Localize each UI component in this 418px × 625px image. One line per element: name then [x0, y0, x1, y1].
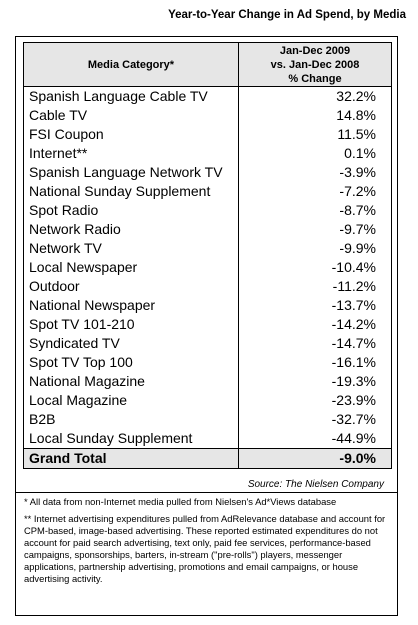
grand-total-value: -9.0%: [238, 448, 392, 469]
table-row: Spot Radio -8.7%: [23, 201, 392, 220]
row-media-category: Network TV: [23, 239, 239, 258]
table-row: Spanish Language Cable TV 32.2%: [23, 86, 392, 106]
row-percent-change: -32.7%: [238, 410, 392, 429]
table-row: National Magazine -19.3%: [23, 372, 392, 391]
table-row: FSI Coupon 11.5%: [23, 125, 392, 144]
row-percent-change: -13.7%: [238, 296, 392, 315]
row-percent-change: -8.7%: [238, 201, 392, 220]
table-row: Cable TV 14.8%: [23, 106, 392, 125]
row-percent-change: -9.7%: [238, 220, 392, 239]
footnotes: * All data from non-Internet media pulle…: [16, 492, 397, 590]
row-media-category: Local Newspaper: [23, 258, 239, 277]
table-row: National Newspaper -13.7%: [23, 296, 392, 315]
row-percent-change: -10.4%: [238, 258, 392, 277]
grand-total-row: Grand Total -9.0%: [23, 448, 392, 469]
grand-total-label: Grand Total: [23, 448, 239, 469]
row-media-category: FSI Coupon: [23, 125, 239, 144]
row-media-category: Spot Radio: [23, 201, 239, 220]
ad-spend-table: Media Category* Jan-Dec 2009 vs. Jan-Dec…: [23, 42, 392, 469]
row-percent-change: -9.9%: [238, 239, 392, 258]
row-percent-change: -14.2%: [238, 315, 392, 334]
row-media-category: Local Sunday Supplement: [23, 429, 239, 449]
chart-title: Year-to-Year Change in Ad Spend, by Medi…: [168, 9, 406, 21]
row-media-category: Spanish Language Network TV: [23, 163, 239, 182]
table-row: Spanish Language Network TV -3.9%: [23, 163, 392, 182]
table-row: B2B -32.7%: [23, 410, 392, 429]
table-row: Spot TV Top 100 -16.1%: [23, 353, 392, 372]
table-frame: Media Category* Jan-Dec 2009 vs. Jan-Dec…: [15, 36, 398, 616]
row-media-category: Local Magazine: [23, 391, 239, 410]
row-percent-change: 14.8%: [238, 106, 392, 125]
row-percent-change: -14.7%: [238, 334, 392, 353]
header-change-line3: % Change: [288, 72, 342, 85]
row-media-category: B2B: [23, 410, 239, 429]
footnote-2: ** Internet advertising expenditures pul…: [24, 513, 386, 584]
row-percent-change: -19.3%: [238, 372, 392, 391]
row-percent-change: -44.9%: [238, 429, 392, 449]
row-media-category: Spot TV Top 100: [23, 353, 239, 372]
table-row: Spot TV 101-210 -14.2%: [23, 315, 392, 334]
header-percent-change: Jan-Dec 2009 vs. Jan-Dec 2008 % Change: [238, 42, 392, 87]
row-percent-change: 0.1%: [238, 144, 392, 163]
row-media-category: Spanish Language Cable TV: [23, 86, 239, 106]
footnote-1: * All data from non-Internet media pulle…: [24, 496, 337, 507]
table-body: Spanish Language Cable TV 32.2% Cable TV 14…: [23, 86, 392, 449]
row-percent-change: 11.5%: [238, 125, 392, 144]
row-media-category: National Sunday Supplement: [23, 182, 239, 201]
table-row: Syndicated TV -14.7%: [23, 334, 392, 353]
row-percent-change: 32.2%: [238, 86, 392, 106]
row-media-category: Outdoor: [23, 277, 239, 296]
table-row: Local Magazine -23.9%: [23, 391, 392, 410]
source-note: Source: The Nielsen Company: [247, 479, 384, 490]
row-media-category: National Newspaper: [23, 296, 239, 315]
row-percent-change: -7.2%: [238, 182, 392, 201]
row-percent-change: -23.9%: [238, 391, 392, 410]
header-change-line2: vs. Jan-Dec 2008: [270, 58, 360, 71]
header-media-category: Media Category*: [23, 42, 239, 87]
table-row: Local Sunday Supplement -44.9%: [23, 429, 392, 449]
table-row: Internet** 0.1%: [23, 144, 392, 163]
row-media-category: Internet**: [23, 144, 239, 163]
header-row: Media Category* Jan-Dec 2009 vs. Jan-Dec…: [23, 42, 392, 87]
row-percent-change: -3.9%: [238, 163, 392, 182]
row-media-category: Syndicated TV: [23, 334, 239, 353]
table-row: Network TV -9.9%: [23, 239, 392, 258]
row-percent-change: -11.2%: [238, 277, 392, 296]
row-media-category: Spot TV 101-210: [23, 315, 239, 334]
row-media-category: National Magazine: [23, 372, 239, 391]
table-row: Network Radio -9.7%: [23, 220, 392, 239]
row-media-category: Cable TV: [23, 106, 239, 125]
row-percent-change: -16.1%: [238, 353, 392, 372]
table-row: National Sunday Supplement -7.2%: [23, 182, 392, 201]
header-change-line1: Jan-Dec 2009: [279, 44, 351, 57]
row-media-category: Network Radio: [23, 220, 239, 239]
table-row: Local Newspaper -10.4%: [23, 258, 392, 277]
table-row: Outdoor -11.2%: [23, 277, 392, 296]
